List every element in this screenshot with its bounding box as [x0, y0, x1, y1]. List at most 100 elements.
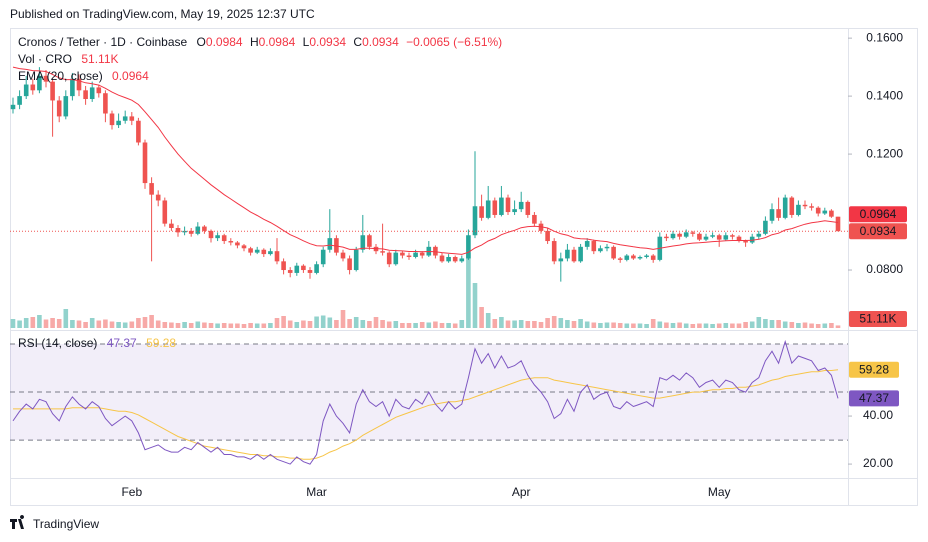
volume-bar	[558, 318, 564, 328]
volume-bar	[136, 318, 141, 328]
publish-note: Published on TradingView.com, May 19, 20…	[10, 7, 315, 21]
candle-body	[235, 242, 240, 246]
candle-body	[241, 245, 247, 249]
volume-bar	[63, 309, 69, 328]
candle-body	[122, 116, 128, 121]
ema-badge-box	[849, 206, 907, 223]
volume-bar	[281, 316, 286, 328]
volume-bar	[23, 318, 29, 328]
volume-bar	[340, 310, 346, 328]
legend-key: C	[353, 35, 362, 49]
volume-bar	[532, 321, 537, 328]
volume-bar	[545, 318, 550, 328]
candle-body	[155, 194, 161, 201]
volume-bar	[644, 324, 649, 328]
candle-body	[545, 230, 550, 242]
candle-body	[23, 84, 29, 97]
volume-name: Vol · CRO	[18, 52, 72, 66]
volume-bar	[815, 324, 821, 328]
rsi-badge: 59.28	[859, 362, 889, 376]
candle-body	[492, 200, 498, 215]
candle-body	[591, 241, 597, 252]
legend-key: L	[303, 35, 310, 49]
candle-body	[571, 249, 577, 262]
volume-bar	[327, 317, 333, 328]
candle-body	[809, 206, 814, 208]
rsi-ma-value: 59.28	[146, 336, 176, 350]
y-tick-label: 0.0800	[866, 262, 903, 276]
volume-bar	[551, 316, 557, 328]
candle-body	[301, 265, 306, 271]
rsi-name: RSI (14, close)	[18, 336, 97, 350]
candle-body	[386, 252, 392, 265]
volume-bar	[10, 319, 16, 328]
volume-bar	[749, 321, 755, 328]
x-tick-label: Mar	[306, 485, 327, 499]
candle-body	[109, 113, 115, 126]
candle-body	[413, 252, 418, 257]
volume-bar	[182, 322, 187, 328]
volume-bar	[756, 317, 762, 328]
symbol-title: Cronos / Tether · 1D · Coinbase	[18, 35, 188, 49]
candle-body	[254, 249, 260, 253]
volume-bar	[637, 323, 643, 328]
candle-body	[433, 246, 438, 256]
volume-bar	[829, 323, 834, 328]
candle-body	[287, 270, 293, 273]
volume-bar	[122, 322, 128, 328]
price-badge-box	[849, 223, 907, 240]
y-tick-label: 0.1600	[866, 30, 903, 44]
rsi-badge-box	[849, 390, 899, 407]
volume-bar	[50, 318, 55, 328]
volume-bar	[43, 319, 49, 328]
candle-body	[710, 235, 715, 237]
volume-bar	[565, 320, 570, 328]
candle-body	[175, 228, 181, 233]
volume-bar	[710, 324, 715, 328]
candle-body	[215, 235, 220, 239]
volume-bar	[604, 322, 610, 328]
candle-body	[558, 258, 564, 262]
candle-body	[670, 233, 676, 239]
candle-body	[763, 220, 768, 234]
candle-body	[565, 249, 570, 259]
candle-body	[76, 78, 82, 91]
volume-bar	[835, 325, 841, 328]
candle-body	[637, 256, 643, 259]
volume-bar	[228, 323, 234, 328]
legend-value: 0.0934	[362, 35, 399, 49]
candle-body	[644, 255, 649, 257]
volume-bar	[822, 323, 828, 328]
volume-bar	[446, 323, 451, 328]
volume-legend: Vol · CRO 51.11K	[18, 52, 119, 66]
volume-bar	[301, 320, 306, 328]
candle-body	[314, 264, 319, 273]
volume-bar	[782, 321, 788, 328]
volume-bar	[485, 313, 491, 328]
candle-body	[611, 246, 616, 259]
volume-badge-box	[849, 311, 907, 327]
volume-bar	[703, 323, 709, 328]
volume-bar	[650, 319, 656, 328]
candle-body	[452, 256, 458, 262]
candle-body	[103, 93, 108, 114]
volume-bar	[254, 323, 260, 328]
candle-body	[367, 235, 372, 247]
volume-bar	[393, 321, 399, 328]
volume-bar	[505, 320, 511, 328]
ema-name: EMA (20, close)	[18, 69, 103, 83]
y-tick-label: 0.1400	[866, 88, 903, 102]
volume-bar	[70, 320, 75, 328]
candle-body	[782, 197, 788, 218]
volume-bar	[578, 319, 583, 328]
ema-value: 0.0964	[112, 69, 149, 83]
volume-bar	[294, 322, 300, 328]
candle-body	[551, 241, 557, 262]
volume-bar	[459, 320, 465, 328]
candle-body	[756, 233, 762, 237]
volume-bar	[518, 320, 524, 328]
candle-body	[446, 256, 451, 262]
legend-key: O	[197, 35, 206, 49]
volume-bar	[631, 323, 636, 328]
candle-body	[320, 249, 326, 265]
